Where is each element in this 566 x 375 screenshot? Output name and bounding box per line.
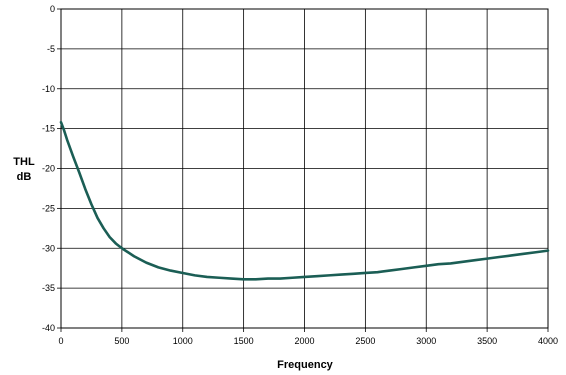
y-tick-label: -30 [42,243,55,253]
y-tick-label: 0 [50,4,55,14]
grid-lines [60,8,549,329]
x-tick-label: 2500 [355,336,375,346]
y-tick-label: -10 [42,84,55,94]
x-tick-label: 500 [114,336,129,346]
y-axis-ticks: 0 -5 -10 -15 -20 -25 -30 -35 -40 [42,4,61,333]
y-tick-label: -5 [47,44,55,54]
y-axis-label-line-1: THL [13,156,35,168]
y-tick-label: -35 [42,283,55,293]
x-tick-label: 3000 [416,336,436,346]
x-tick-label: 3500 [477,336,497,346]
y-axis-label-line-2: dB [17,171,32,183]
y-tick-label: -15 [42,124,55,134]
y-tick-label: -40 [42,323,55,333]
x-axis-ticks: 0 500 1000 1500 2000 2500 3000 3500 4000 [58,328,558,346]
series-line [59,120,550,281]
x-axis-label: Frequency [277,359,334,371]
x-tick-label: 1000 [173,336,193,346]
x-tick-label: 0 [58,336,63,346]
y-tick-label: -20 [42,164,55,174]
x-tick-label: 2000 [294,336,314,346]
x-tick-label: 1500 [234,336,254,346]
series-layer [59,120,550,281]
y-tick-label: -25 [42,203,55,213]
x-tick-label: 4000 [538,336,558,346]
